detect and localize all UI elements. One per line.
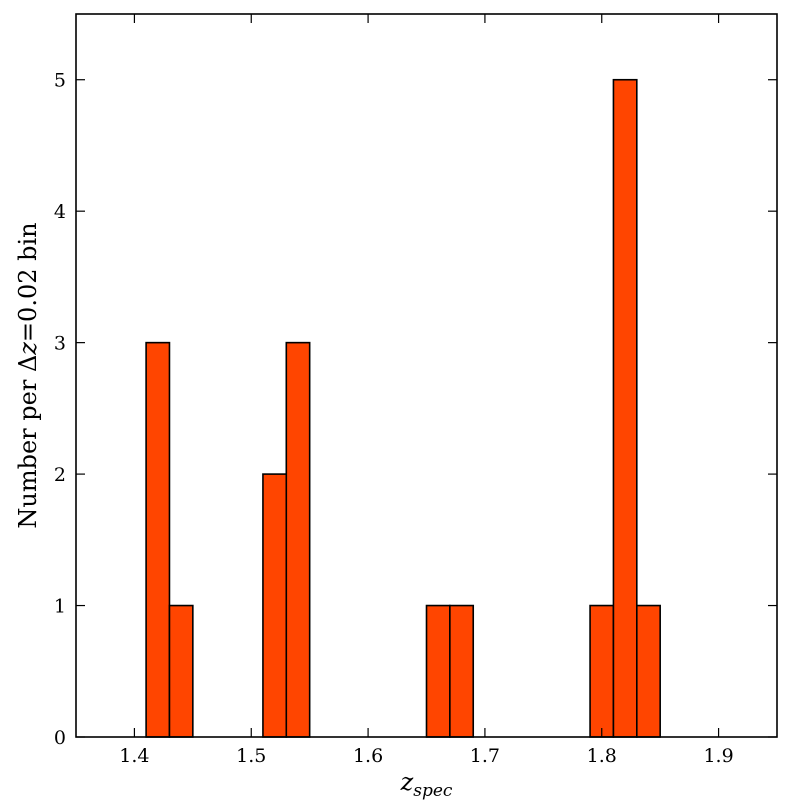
- y-axis-label-prefix: Number per Δ: [14, 355, 42, 529]
- x-tick-label: 1.7: [470, 745, 500, 767]
- histogram-bar-7: [612, 78, 638, 738]
- y-tick-label: 3: [54, 333, 66, 355]
- histogram-bar-1: [168, 604, 194, 738]
- histogram-bar-5: [449, 604, 475, 738]
- bars-group: [145, 78, 661, 738]
- plot-frame: [75, 13, 778, 738]
- histogram-bar-3: [285, 341, 311, 738]
- y-axis-label: Number per Δz=0.02 bin: [14, 222, 42, 528]
- x-axis-label-subscript: spec: [413, 781, 453, 801]
- histogram-bar-6: [589, 604, 615, 738]
- y-tick-label: 5: [54, 70, 66, 92]
- y-tick-label: 2: [54, 464, 66, 486]
- x-tick-label: 1.8: [587, 745, 617, 767]
- y-tick-label: 0: [54, 727, 66, 749]
- y-tick-labels: 0 1 2 3 4 5: [54, 70, 66, 749]
- x-tick-label: 1.4: [119, 745, 149, 767]
- histogram-bar-2: [262, 473, 288, 738]
- x-axis-label-main: z: [400, 768, 414, 796]
- histogram-bar-8: [635, 604, 661, 738]
- y-tick-label: 4: [54, 201, 66, 223]
- x-tick-labels: 1.4 1.5 1.6 1.7 1.8 1.9: [119, 745, 733, 767]
- y-axis-label-suffix: =0.02 bin: [14, 222, 42, 342]
- x-axis-label: zspec: [400, 768, 453, 801]
- x-tick-label: 1.9: [703, 745, 733, 767]
- x-tick-label: 1.6: [353, 745, 383, 767]
- histogram-bar-0: [145, 341, 171, 738]
- y-axis-label-variable: z: [14, 342, 42, 356]
- histogram-bar-4: [425, 604, 451, 738]
- y-tick-label: 1: [54, 596, 66, 618]
- x-tick-label: 1.5: [236, 745, 266, 767]
